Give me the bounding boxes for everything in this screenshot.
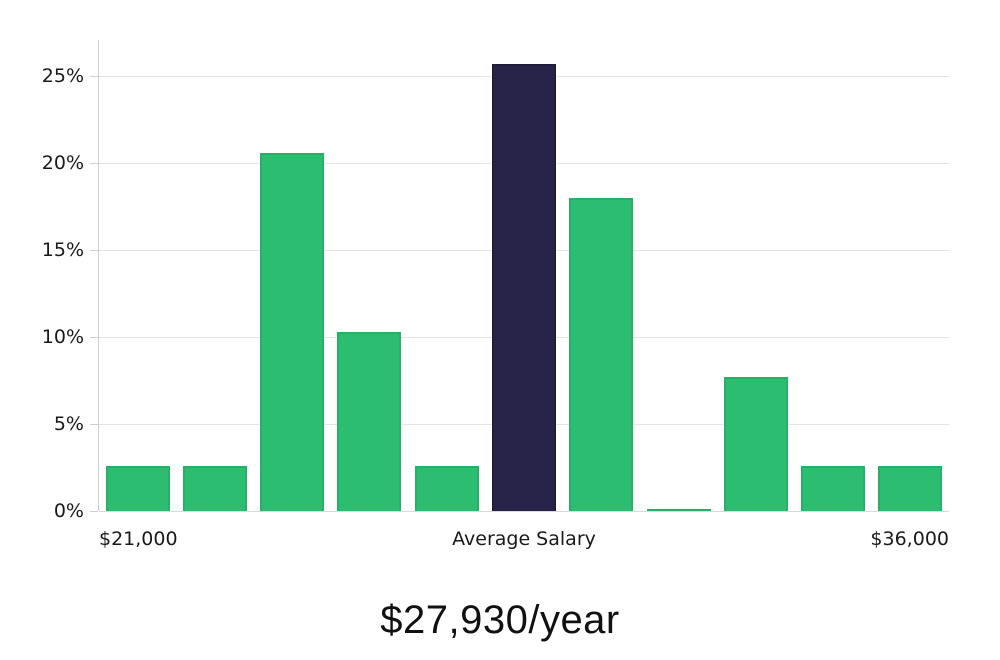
y-tick-label-15%: 15% — [41, 239, 84, 262]
y-tick-mark-10% — [90, 336, 98, 338]
x-label-min: $21,000 — [99, 528, 178, 550]
highlighted-average-salary-bar — [492, 64, 556, 511]
chart-title: $27,930/year — [380, 598, 620, 642]
bar — [105, 465, 170, 511]
gridline-0% — [99, 510, 949, 512]
bar — [182, 465, 247, 511]
x-axis: $21,000 Average Salary $36,000 — [99, 528, 949, 558]
y-tick-label-5%: 5% — [53, 413, 84, 436]
x-label-max: $36,000 — [870, 528, 949, 550]
y-tick-mark-5% — [90, 423, 98, 425]
y-tick-mark-25% — [90, 75, 98, 77]
y-tick-mark-0% — [90, 510, 98, 512]
bar — [337, 332, 402, 511]
bar — [723, 377, 788, 511]
plot-area — [98, 40, 949, 512]
y-axis: 0% 5% 10% 15% 20% 25% — [0, 40, 99, 522]
bar — [646, 509, 711, 511]
y-axis-line — [98, 40, 99, 511]
bar — [569, 198, 634, 511]
x-label-average-salary: Average Salary — [452, 528, 596, 550]
bar — [414, 465, 479, 511]
y-tick-label-0%: 0% — [53, 500, 84, 522]
y-tick-mark-20% — [90, 162, 98, 164]
bar — [260, 152, 325, 511]
y-tick-label-10%: 10% — [41, 326, 84, 349]
y-tick-label-25%: 25% — [41, 65, 84, 88]
bar — [801, 465, 866, 511]
bar — [878, 465, 943, 511]
y-tick-mark-15% — [90, 249, 98, 251]
y-tick-label-20%: 20% — [41, 152, 84, 175]
